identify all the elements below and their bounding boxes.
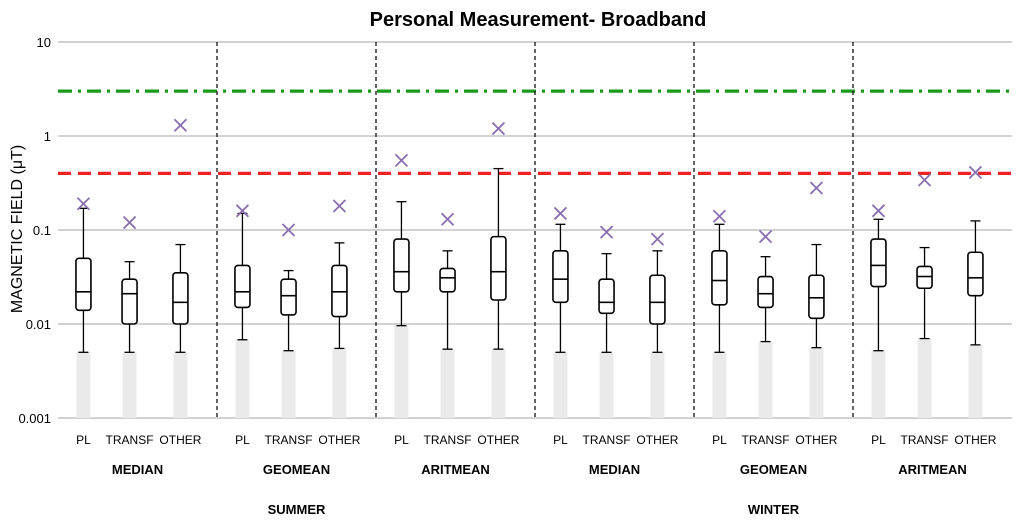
x-tick-label: OTHER [954,433,996,447]
box [280,278,297,316]
box [172,272,189,325]
box [552,250,569,304]
x-marker [917,173,932,187]
y-axis-label: MAGNETIC FIELD (μT) [9,145,26,313]
x-marker [809,181,824,195]
box [393,238,410,293]
box-shadow-column [122,352,137,418]
x-marker [76,197,91,211]
chart-title: Personal Measurement- Broadband [370,9,707,31]
box-shadow-column [440,349,455,418]
box [916,265,933,290]
y-tick-label: 10 [37,35,51,50]
box [808,274,825,320]
box [75,257,92,312]
x-tick-label: OTHER [636,433,678,447]
x-tick-label: PL [235,433,250,447]
x-tick-label: PL [394,433,409,447]
box [331,264,348,318]
x-marker [122,215,137,230]
box-shadow-column [281,350,296,418]
x-marker [394,153,409,168]
x-tick-label: PL [712,433,727,447]
box-shadow-column [76,352,91,418]
x-marker [173,118,188,132]
x-tick-label: TRANSF [106,433,154,447]
group-dividers-layer [216,42,854,420]
box [757,275,774,309]
box-shadow-column [917,338,932,418]
box-shadow-column [235,339,250,418]
x-tick-label: TRANSF [742,433,790,447]
x-marker [281,223,296,237]
box [649,274,666,325]
box-shadow-column [173,352,188,418]
box [598,278,615,315]
group-label: MEDIAN [112,462,163,477]
x-marker [440,212,455,226]
x-tick-label: PL [553,433,568,447]
x-tick-label: TRANSF [583,433,631,447]
box [121,278,138,325]
x-marker [712,209,727,223]
box [234,264,251,309]
box-shadow-column [712,352,727,418]
x-tick-label: PL [76,433,91,447]
season-label: SUMMER [268,502,326,517]
group-label: GEOMEAN [740,462,807,477]
x-marker [968,165,983,180]
x-marker [553,206,568,221]
box-shadow-column [491,349,506,418]
x-marker [758,229,773,244]
group-label: ARITMEAN [421,462,490,477]
x-marker [235,204,250,218]
box [870,238,887,288]
x-marker [491,121,506,136]
boxes-layer [75,118,984,418]
x-tick-label: OTHER [477,433,519,447]
box [711,250,728,306]
box [490,235,507,301]
y-tick-label: 0.1 [33,223,51,238]
x-tick-label: TRANSF [901,433,949,447]
box-shadow-column [599,352,614,418]
labels-layer: 10 1 0.1 0.01 0.001 PL TRANSF OTHER MEDIAN PL TRAN… [18,35,996,517]
box-shadow-column [809,347,824,418]
box [439,267,456,293]
x-tick-label: TRANSF [265,433,313,447]
box [967,251,984,297]
y-tick-label: 1 [44,129,51,144]
x-marker [650,232,665,246]
y-tick-label: 0.01 [26,317,51,332]
box-shadow-column [332,348,347,418]
group-label: ARITMEAN [898,462,967,477]
x-tick-label: TRANSF [424,433,472,447]
box-shadow-column [871,350,886,418]
x-tick-label: OTHER [795,433,837,447]
season-label: WINTER [748,502,800,517]
box-shadow-column [394,325,409,418]
group-label: GEOMEAN [263,462,330,477]
box-shadow-column [968,344,983,418]
x-tick-label: PL [871,433,886,447]
x-marker [599,225,614,239]
group-label: MEDIAN [589,462,640,477]
box-shadow-column [553,352,568,418]
box-shadow-column [650,352,665,418]
x-marker [871,204,886,218]
x-tick-label: OTHER [159,433,201,447]
box-shadow-column [758,341,773,418]
x-tick-label: OTHER [318,433,360,447]
y-tick-label: 0.001 [18,411,51,426]
x-marker [332,199,347,213]
